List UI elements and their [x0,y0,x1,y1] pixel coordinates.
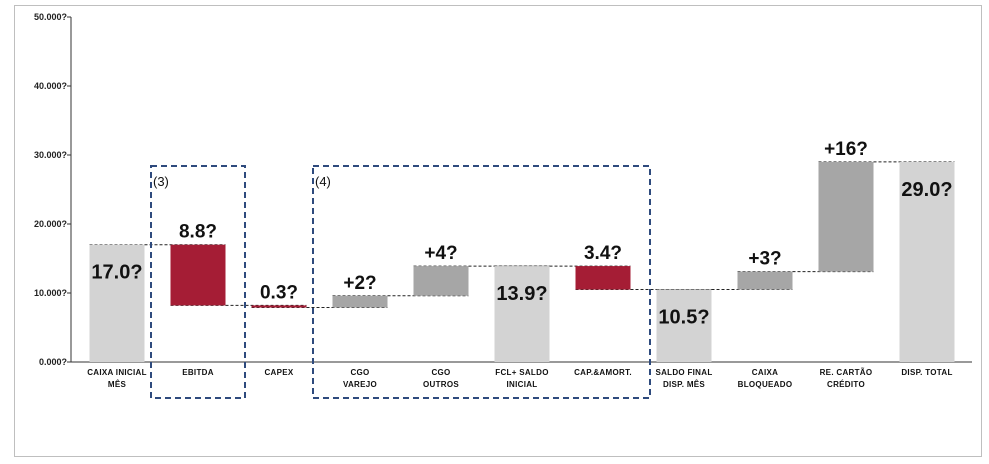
x-tick-label: CRÉDITO [827,380,865,389]
y-tick-label: 40.000? [34,81,67,91]
bar [575,266,631,290]
data-label: +2? [343,273,376,294]
y-tick-label: 30.000? [34,150,67,160]
bar [251,305,307,308]
x-tick-label: EBITDA [182,368,214,377]
y-tick-label: 50.000? [34,12,67,22]
bar [656,289,712,362]
data-label: 10.5? [658,307,709,329]
bar [737,271,793,290]
bar [89,244,145,362]
x-tick-label: FCL+ SALDO [495,368,548,377]
data-label: 17.0? [91,262,142,284]
bar [170,244,226,306]
x-tick-label: VAREJO [343,380,377,389]
data-label: 3.4? [584,243,622,264]
data-label: +16? [824,139,868,160]
annotation-label: (3) [153,174,169,189]
y-tick-label: 0.000? [39,357,67,367]
data-label: +4? [424,243,457,264]
x-tick-label: CAIXA INICIAL [87,368,147,377]
data-label: +3? [748,249,781,270]
bar [332,295,388,308]
bar [494,266,550,362]
x-tick-label: SALDO FINAL [655,368,712,377]
bar [899,161,955,362]
data-label: 13.9? [496,283,547,305]
x-tick-label: BLOQUEADO [738,380,793,389]
annotation-box [150,165,246,399]
x-tick-label: MÊS [108,380,127,389]
x-tick-label: OUTROS [423,380,459,389]
x-tick-label: INICIAL [507,380,538,389]
x-tick-label: CAIXA [752,368,778,377]
annotation-label: (4) [315,174,331,189]
x-tick-label: CGO [350,368,369,377]
x-tick-label: DISP. TOTAL [901,368,952,377]
data-label: 8.8? [179,222,217,243]
annotation-box [312,165,651,399]
bar [413,266,469,296]
y-tick-label: 10.000? [34,288,67,298]
x-tick-label: CAP.&AMORT. [574,368,632,377]
x-tick-label: DISP. MÊS [663,380,705,389]
bar [818,161,874,272]
x-tick-label: CGO [431,368,450,377]
y-tick-label: 20.000? [34,219,67,229]
data-label: 0.3? [260,282,298,303]
x-tick-label: RE. CARTÃO [820,368,873,377]
x-tick-label: CAPEX [264,368,293,377]
data-label: 29.0? [901,179,952,201]
